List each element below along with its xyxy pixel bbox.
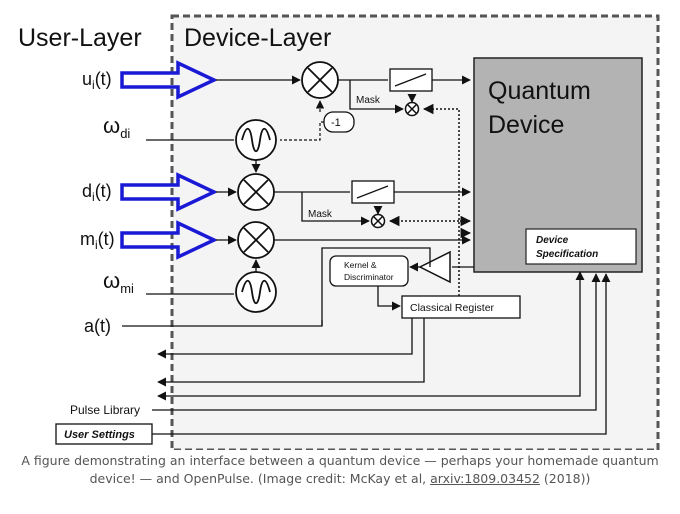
device-specification-line2: Specification [536, 249, 598, 260]
arxiv-link[interactable]: arxiv:1809.03452 [430, 471, 540, 486]
openpulse-interface-diagram: User-Layer Device-Layer Quantum Device D… [18, 14, 660, 450]
u-input-label: ui(t) [82, 69, 112, 92]
omega-m-label: ωmi [103, 268, 134, 296]
a-input-label: a(t) [84, 316, 111, 336]
user-settings-box [55, 423, 153, 445]
omega-d-label: ωdi [103, 113, 130, 141]
device-specification-box [525, 228, 637, 265]
device-specification-line1: Device [536, 235, 569, 246]
user-settings-label: User Settings [64, 429, 135, 441]
mask-label-bottom: Mask [308, 209, 333, 220]
caption-text: A figure demonstrating an interface betw… [21, 453, 659, 486]
quantum-device-label-line1: Quantum [488, 77, 591, 105]
classical-register-label: Classical Register [410, 302, 495, 314]
negate-label: -1 [331, 117, 341, 129]
m-input-arrow [120, 220, 219, 260]
kernel-line2: Discriminator [344, 272, 394, 282]
d-input-arrow [120, 172, 219, 212]
mask-label-top: Mask [356, 95, 381, 106]
u-input-arrow [120, 60, 219, 100]
m-input-label: mi(t) [80, 229, 115, 252]
figure-caption: A figure demonstrating an interface betw… [10, 452, 670, 488]
caption-text-end: (2018)) [539, 471, 591, 486]
quantum-device-label-line2: Device [488, 111, 564, 139]
device-layer-title: Device-Layer [184, 24, 331, 52]
user-layer-title: User-Layer [18, 24, 142, 52]
d-input-label: di(t) [82, 181, 112, 204]
pulse-library-label: Pulse Library [70, 403, 140, 417]
kernel-line1: Kernel & [344, 260, 377, 270]
